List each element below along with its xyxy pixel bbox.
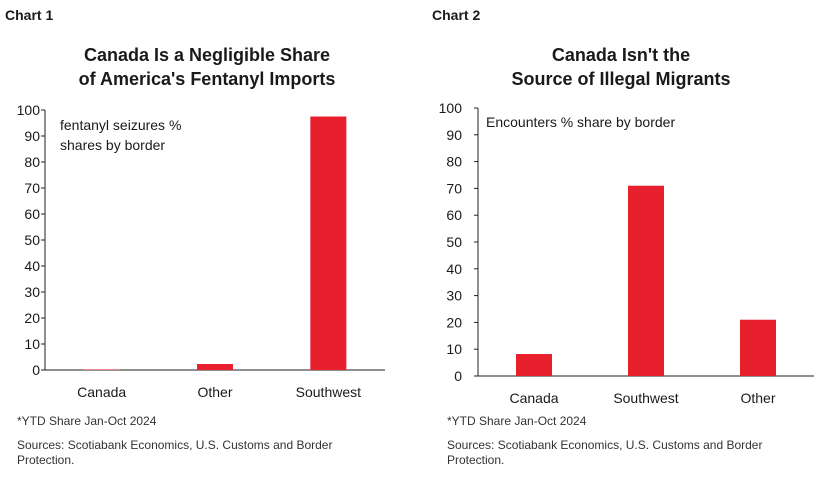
chart-title-line-1: Canada Isn't the [551,45,691,65]
sources-line-1: Sources: Scotiabank Economics, U.S. Cust… [447,438,763,452]
y-tick-label: 50 [446,234,462,250]
sources-note: Sources: Scotiabank Economics, U.S. Cust… [447,438,762,468]
chart-annotation: shares by border [60,137,165,153]
sources-line-2: Protection. [447,453,505,467]
footnote: *YTD Share Jan-Oct 2024 [17,414,157,428]
y-tick-label: 70 [24,180,40,196]
chart-annotation: fentanyl seizures % [60,117,181,133]
y-tick-label: 60 [24,206,40,222]
chart-title: Canada Isn't the Source of Illegal Migra… [454,43,788,91]
bar [310,116,347,370]
sources-note: Sources: Scotiabank Economics, U.S. Cust… [17,438,332,468]
y-tick-label: 80 [24,154,40,170]
y-tick-label: 100 [17,102,41,118]
chart-label: Chart 1 [5,7,54,23]
y-tick-label: 90 [24,128,40,144]
chart-title-line-2: of America's Fentanyl Imports [78,69,336,89]
x-category-label: Canada [509,390,558,406]
chart-panel-2: Chart 2 Canada Isn't the Source of Illeg… [414,0,828,483]
bar-chart-plot: 0 10 20 30 40 50 60 70 80 90 100 Canada Southwest Oth… [439,100,814,406]
x-category-label: Southwest [613,390,678,406]
y-tick-label: 40 [446,261,462,277]
sources-line-1: Sources: Scotiabank Economics, U.S. Cust… [17,438,333,452]
sources-line-2: Protection. [17,453,75,467]
y-tick-label: 0 [32,362,40,378]
bar [628,185,664,376]
chart-annotation: Encounters % share by border [486,114,675,130]
bar [516,354,552,376]
x-category-label: Other [740,390,775,406]
bar-chart-plot: 0 10 20 30 40 50 60 70 80 90 100 Canada Other Southwe… [17,102,385,400]
y-tick-label: 30 [446,288,462,304]
y-tick-label: 90 [446,127,462,143]
bar [740,319,776,376]
y-tick-label: 80 [446,154,462,170]
x-category-label: Canada [77,384,126,400]
y-tick-label: 0 [454,368,462,384]
x-category-label: Other [197,384,232,400]
y-tick-label: 30 [24,284,40,300]
x-category-label: Southwest [296,384,361,400]
chart-label: Chart 2 [432,7,481,23]
chart-title: Canada Is a Negligible Share of America'… [40,43,374,91]
bar [83,369,120,370]
y-tick-label: 10 [24,336,40,352]
y-tick-label: 60 [446,207,462,223]
footnote: *YTD Share Jan-Oct 2024 [447,414,587,428]
y-tick-label: 70 [446,180,462,196]
y-tick-label: 20 [24,310,40,326]
chart-panel-1: Chart 1 Canada Is a Negligible Share of … [5,7,385,468]
chart-title-line-1: Canada Is a Negligible Share [83,45,331,65]
y-tick-label: 10 [446,341,462,357]
y-tick-label: 100 [439,100,463,116]
y-tick-label: 40 [24,258,40,274]
bar [197,364,233,370]
chart-title-line-2: Source of Illegal Migrants [511,69,731,89]
y-tick-label: 50 [24,232,40,248]
y-tick-label: 20 [446,314,462,330]
